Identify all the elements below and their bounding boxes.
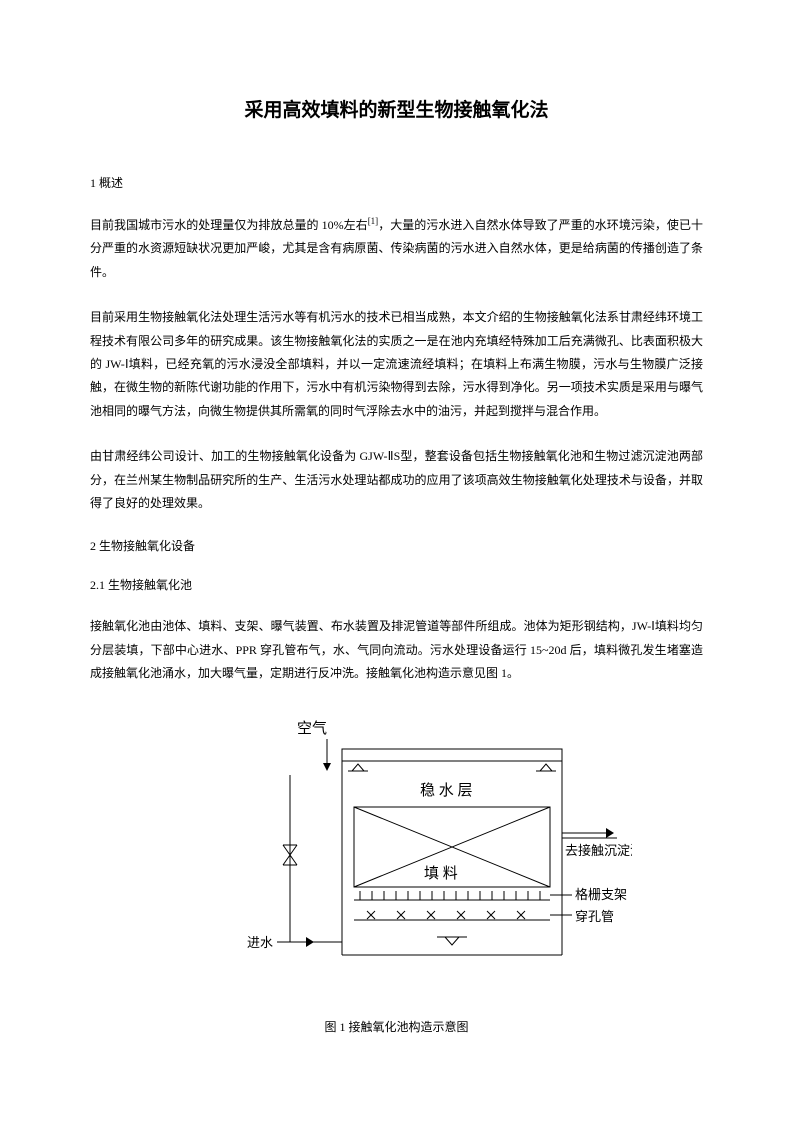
label-packing: 填 料 bbox=[424, 865, 458, 882]
section-2-1-heading: 2.1 生物接触氧化池 bbox=[90, 576, 703, 593]
page-title: 采用高效填料的新型生物接触氧化法 bbox=[90, 95, 703, 122]
p1-text-a: 目前我国城市污水的处理量仅为排放总量的 10%左右 bbox=[90, 218, 368, 232]
water-surface-left-icon bbox=[348, 764, 368, 771]
paragraph-4: 接触氧化池由池体、填料、支架、曝气装置、布水装置及排泥管道等部件所组成。池体为矩… bbox=[90, 615, 703, 685]
section-1-heading: 1 概述 bbox=[90, 174, 703, 191]
grid-bars-icon bbox=[360, 891, 540, 900]
paragraph-3: 由甘肃经纬公司设计、加工的生物接触氧化设备为 GJW-ⅡS型，整套设备包括生物接… bbox=[90, 445, 703, 515]
section-2-heading: 2 生物接触氧化设备 bbox=[90, 537, 703, 554]
label-air: 空气 bbox=[297, 720, 327, 737]
paragraph-1: 目前我国城市污水的处理量仅为排放总量的 10%左右[1]，大量的污水进入自然水体… bbox=[90, 213, 703, 284]
perf-pipe-icon bbox=[367, 911, 525, 919]
water-surface-right-icon bbox=[536, 764, 556, 771]
figure-1: 空气 进水 bbox=[90, 715, 703, 1035]
figure-1-caption: 图 1 接触氧化池构造示意图 bbox=[90, 1018, 703, 1035]
label-inlet: 进水 bbox=[247, 935, 273, 950]
citation-1: [1] bbox=[368, 216, 379, 226]
label-grid: 格栅支架 bbox=[575, 887, 627, 902]
label-pipe: 穿孔管 bbox=[575, 909, 614, 924]
label-outlet: 去接触沉淀池 bbox=[565, 843, 632, 858]
bottom-water-icon bbox=[437, 937, 467, 945]
figure-1-svg: 空气 进水 bbox=[162, 715, 632, 975]
paragraph-2: 目前采用生物接触氧化法处理生活污水等有机污水的技术已相当成熟，本文介绍的生物接触… bbox=[90, 306, 703, 423]
label-stable-layer: 稳 水 层 bbox=[420, 782, 473, 799]
